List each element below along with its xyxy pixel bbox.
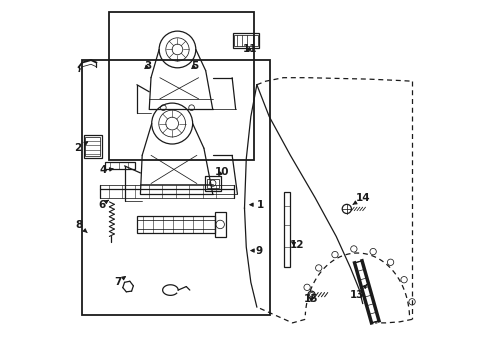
Text: 9: 9 (250, 246, 262, 256)
Bar (83, 135, 102, 158)
Text: 6: 6 (98, 200, 108, 210)
Text: 1: 1 (249, 200, 264, 210)
Text: 11: 11 (243, 44, 257, 54)
Bar (81, 60, 269, 315)
Bar (108, 13, 254, 159)
Text: 4: 4 (100, 166, 113, 175)
Bar (105, 162, 135, 169)
Bar (207, 179, 218, 188)
Bar (233, 33, 258, 48)
Bar (137, 216, 214, 233)
Text: 7: 7 (114, 276, 125, 287)
Bar (234, 35, 257, 46)
Text: 2: 2 (74, 142, 87, 153)
Text: 13: 13 (349, 285, 366, 300)
Text: 12: 12 (289, 240, 304, 250)
Text: 14: 14 (352, 193, 369, 204)
Text: 5: 5 (190, 61, 198, 71)
Bar (284, 192, 289, 267)
Bar (137, 220, 214, 229)
Bar (214, 212, 225, 237)
Text: 3: 3 (143, 61, 151, 71)
Bar (204, 176, 221, 190)
Text: 8: 8 (75, 220, 87, 233)
Bar (85, 137, 100, 156)
Text: 15: 15 (304, 294, 318, 304)
Text: 10: 10 (214, 167, 228, 177)
